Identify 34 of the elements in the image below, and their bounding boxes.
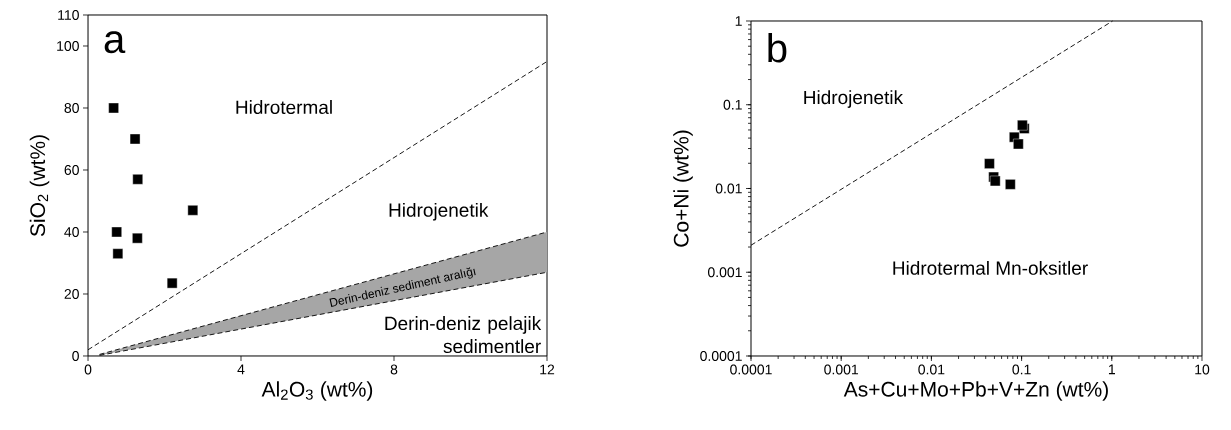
- y-tick-label: 1: [735, 16, 742, 26]
- annotation: Hidrojenetik: [804, 90, 904, 108]
- x-tick-label: 0.001: [824, 364, 859, 375]
- y-tick-label: 80: [64, 103, 79, 113]
- y-tick-label: 0.1: [723, 99, 742, 110]
- x-tick-label: 8: [390, 364, 398, 375]
- y-tick-label: 0.001: [707, 267, 742, 278]
- x-axis-title: Al$_{2}$O$_{3}$ (wt%): [261, 381, 373, 401]
- x-tick-label: 0.0001: [730, 364, 772, 375]
- chart-title: a: [104, 31, 126, 54]
- x-tick-label: 0.1: [1012, 364, 1031, 375]
- y-tick-label: 100: [57, 41, 79, 51]
- x-tick-label: 1: [1108, 364, 1116, 375]
- x-tick-label: 4: [237, 364, 245, 375]
- annotation: Hidrotermal: [236, 100, 332, 115]
- x-tick-label: 0: [84, 364, 92, 375]
- chart-title: b: [768, 33, 787, 63]
- y-tick-label: 0.01: [715, 183, 742, 194]
- annotation: Hidrotermal Mn-oksitler: [893, 260, 1088, 275]
- annotation: Hidrojenetik: [389, 202, 489, 221]
- x-tick-label: 12: [540, 364, 555, 375]
- y-axis-title: Co+Ni (wt%): [673, 130, 693, 247]
- y-tick-label: 110: [58, 10, 79, 20]
- y-tick-label: 0: [72, 351, 79, 361]
- x-tick-label: 10: [1195, 364, 1210, 375]
- y-tick-label: 0.0001: [700, 351, 742, 361]
- annotation: Derin-deniz pelajik sedimentler: [385, 316, 542, 354]
- y-axis-title: SiO$_{2}$ (wt%): [29, 135, 50, 237]
- y-tick-label: 20: [64, 289, 79, 299]
- x-tick-label: 0.01: [918, 364, 945, 375]
- y-tick-label: 40: [64, 227, 79, 237]
- y-tick-label: 60: [64, 165, 79, 175]
- annotation: Derin-deniz sediment aralığı: [329, 267, 476, 307]
- x-axis-title: As+Cu+Mo+Pb+V+Zn (wt%): [843, 381, 1108, 401]
